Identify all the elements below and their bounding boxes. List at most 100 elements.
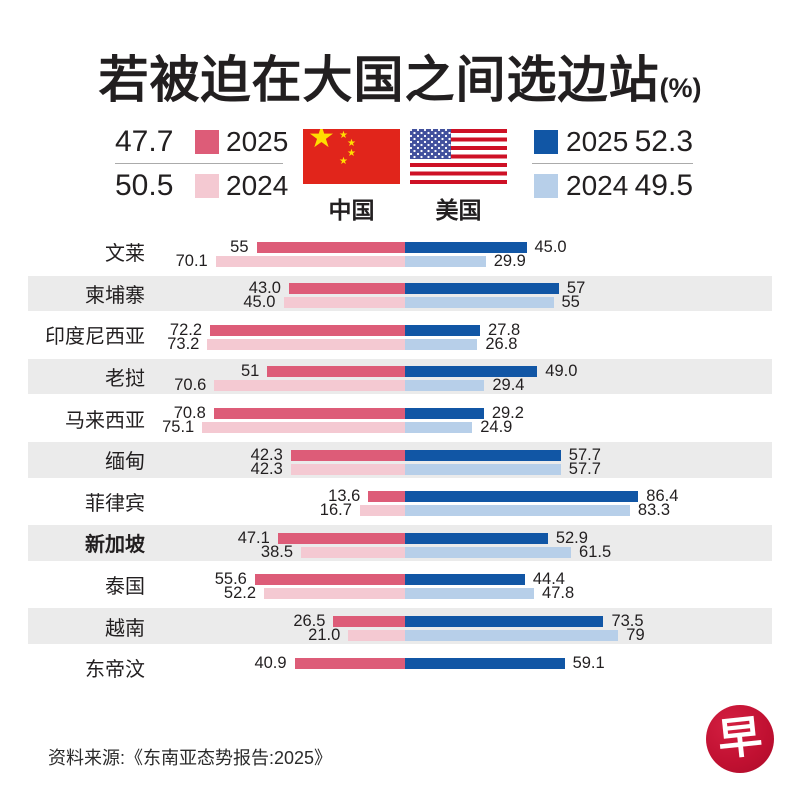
usa-bar-y2025: [405, 366, 538, 378]
legend-usa: 2025 52.3 2024 49.5: [532, 125, 693, 202]
country-row: 菲律宾 13.6 86.4 16.7 83.3: [0, 481, 800, 523]
bar-line-y2024: 73.2 26.8: [0, 334, 800, 353]
usa-value-y2025: 27.8: [488, 320, 521, 339]
country-row: 新加坡 47.1 52.9 38.5 61.5: [0, 522, 800, 564]
usa-value-y2024: 29.4: [492, 376, 525, 395]
legend-divider: [532, 163, 693, 164]
legend-usa-2024-row: 2024 49.5: [532, 169, 693, 202]
usa-value-y2025: 29.2: [491, 403, 524, 422]
usa-value-y2025: 59.1: [572, 653, 605, 672]
usa-value-y2024: 47.8: [542, 584, 575, 603]
china-2025-total: 47.7: [115, 125, 174, 158]
china-bar-y2025: [210, 324, 405, 336]
usa-bar-y2025: [405, 283, 559, 295]
china-value-y2025: 26.5: [293, 611, 326, 630]
china-bar-y2025: [294, 657, 405, 669]
china-value-y2025: 40.9: [254, 653, 287, 672]
usa-2024-swatch: [534, 174, 558, 198]
china-value-y2025: 70.8: [173, 403, 206, 422]
usa-flag-block: 美国: [410, 129, 507, 225]
title-unit: (%): [659, 73, 702, 103]
china-2024-label: 2024: [226, 170, 289, 201]
china-flag-block: ★ ★ ★ ★ ★ 中国: [303, 129, 400, 225]
china-value-y2024: 70.1: [175, 251, 208, 270]
usa-bar-y2024: [405, 338, 478, 350]
china-bar-y2025: [368, 491, 405, 503]
usa-bar-y2024: [405, 255, 486, 267]
legend-china: 47.7 2025 50.5 2024: [115, 125, 288, 202]
china-bar-y2024: [348, 629, 405, 641]
china-bar-y2024: [202, 421, 405, 433]
china-bar-y2024: [214, 380, 405, 392]
usa-2025-swatch: [534, 130, 558, 154]
china-value-y2025: 43.0: [248, 279, 281, 298]
bar-line-y2024: 75.1 24.9: [0, 419, 800, 436]
zaobao-logo-icon: 早: [706, 705, 774, 773]
usa-value-y2025: 57: [566, 279, 586, 298]
china-value-y2024: 52.2: [223, 584, 257, 603]
legend-china-2024-row: 50.5 2024: [115, 169, 288, 202]
country-row: 越南 26.5 73.5 21.0 79: [0, 605, 800, 647]
china-big-star-icon: ★: [308, 129, 335, 154]
china-value-y2024: 45.0: [243, 293, 276, 312]
china-bar-y2024: [283, 297, 405, 309]
bar-line-y2025: 55.6 44.4: [0, 570, 800, 589]
usa-value-y2024: 55: [561, 293, 580, 312]
bar-line-y2024: 42.3 57.7: [0, 459, 800, 478]
china-bar-y2024: [264, 588, 405, 600]
china-value-y2024: 73.2: [167, 334, 200, 353]
china-small-star-icon: ★: [347, 138, 356, 149]
china-value-y2025: 55.6: [214, 570, 247, 589]
country-row: 柬埔寨 43.0 57 45.0 55: [0, 273, 800, 315]
china-flag-icon: ★ ★ ★ ★ ★: [303, 129, 400, 184]
bar-line-y2024: 38.5 61.5: [0, 544, 800, 561]
china-value-y2024: 16.7: [319, 501, 352, 520]
usa-flag-icon: [410, 129, 507, 184]
bar-line-y2024: 21.0 79: [0, 625, 800, 644]
china-flag-label: 中国: [328, 197, 375, 223]
country-label: 东帝汶: [85, 659, 145, 682]
usa-value-y2024: 26.8: [485, 334, 518, 353]
usa-value-y2024: 57.7: [568, 459, 601, 478]
usa-2025-total: 52.3: [634, 125, 693, 158]
country-row: 文莱 55 45.0 70.1 29.9: [0, 231, 800, 273]
usa-bar-y2025: [405, 407, 484, 419]
country-label: 越南: [105, 617, 145, 640]
china-small-star-icon: ★: [339, 156, 348, 167]
country-row: 马来西亚 70.8 29.2 75.1 24.9: [0, 397, 800, 439]
usa-bar-y2025: [405, 491, 639, 503]
usa-value-y2024: 83.3: [637, 501, 671, 520]
china-bar-y2024: [301, 546, 405, 558]
china-bar-y2025: [267, 366, 405, 378]
usa-bar-y2025: [405, 615, 604, 627]
bar-line-y2025: 55 45.0: [0, 238, 800, 255]
china-value-y2025: 13.6: [328, 487, 361, 506]
bar-line-y2024: 16.7 83.3: [0, 501, 800, 520]
usa-canton-stars: [410, 129, 451, 159]
country-row: 泰国 55.6 44.4 52.2 47.8: [0, 564, 800, 606]
country-row: 老挝 51 49.0 70.6 29.4: [0, 356, 800, 398]
bar-line-y2025: 26.5 73.5: [0, 611, 800, 630]
usa-bar-y2024: [405, 421, 473, 433]
china-bar-y2024: [359, 505, 405, 517]
china-small-star-icon: ★: [339, 130, 348, 141]
china-bar-y2025: [290, 449, 405, 461]
usa-value-y2024: 79: [626, 625, 645, 644]
source-note: 资料来源:《东南亚态势报告:2025》: [48, 748, 333, 768]
china-value-y2025: 47.1: [237, 528, 270, 547]
china-bar-y2025: [333, 615, 405, 627]
china-bar-y2025: [288, 283, 405, 295]
bar-line-y2025: 70.8 29.2: [0, 403, 800, 422]
china-2024-swatch: [195, 174, 219, 198]
country-label: 新加坡: [85, 534, 145, 557]
china-2025-swatch: [195, 130, 219, 154]
usa-value-y2025: 73.5: [611, 611, 644, 630]
usa-bar-y2024: [405, 380, 485, 392]
country-label: 泰国: [105, 576, 145, 599]
usa-value-y2025: 49.0: [545, 362, 578, 381]
usa-value-y2025: 57.7: [568, 445, 601, 464]
bar-line-y2025: 40.9 59.1: [0, 653, 800, 672]
legend-china-2025-row: 47.7 2025: [115, 125, 288, 158]
country-row: 东帝汶 40.9 59.1: [0, 647, 800, 689]
